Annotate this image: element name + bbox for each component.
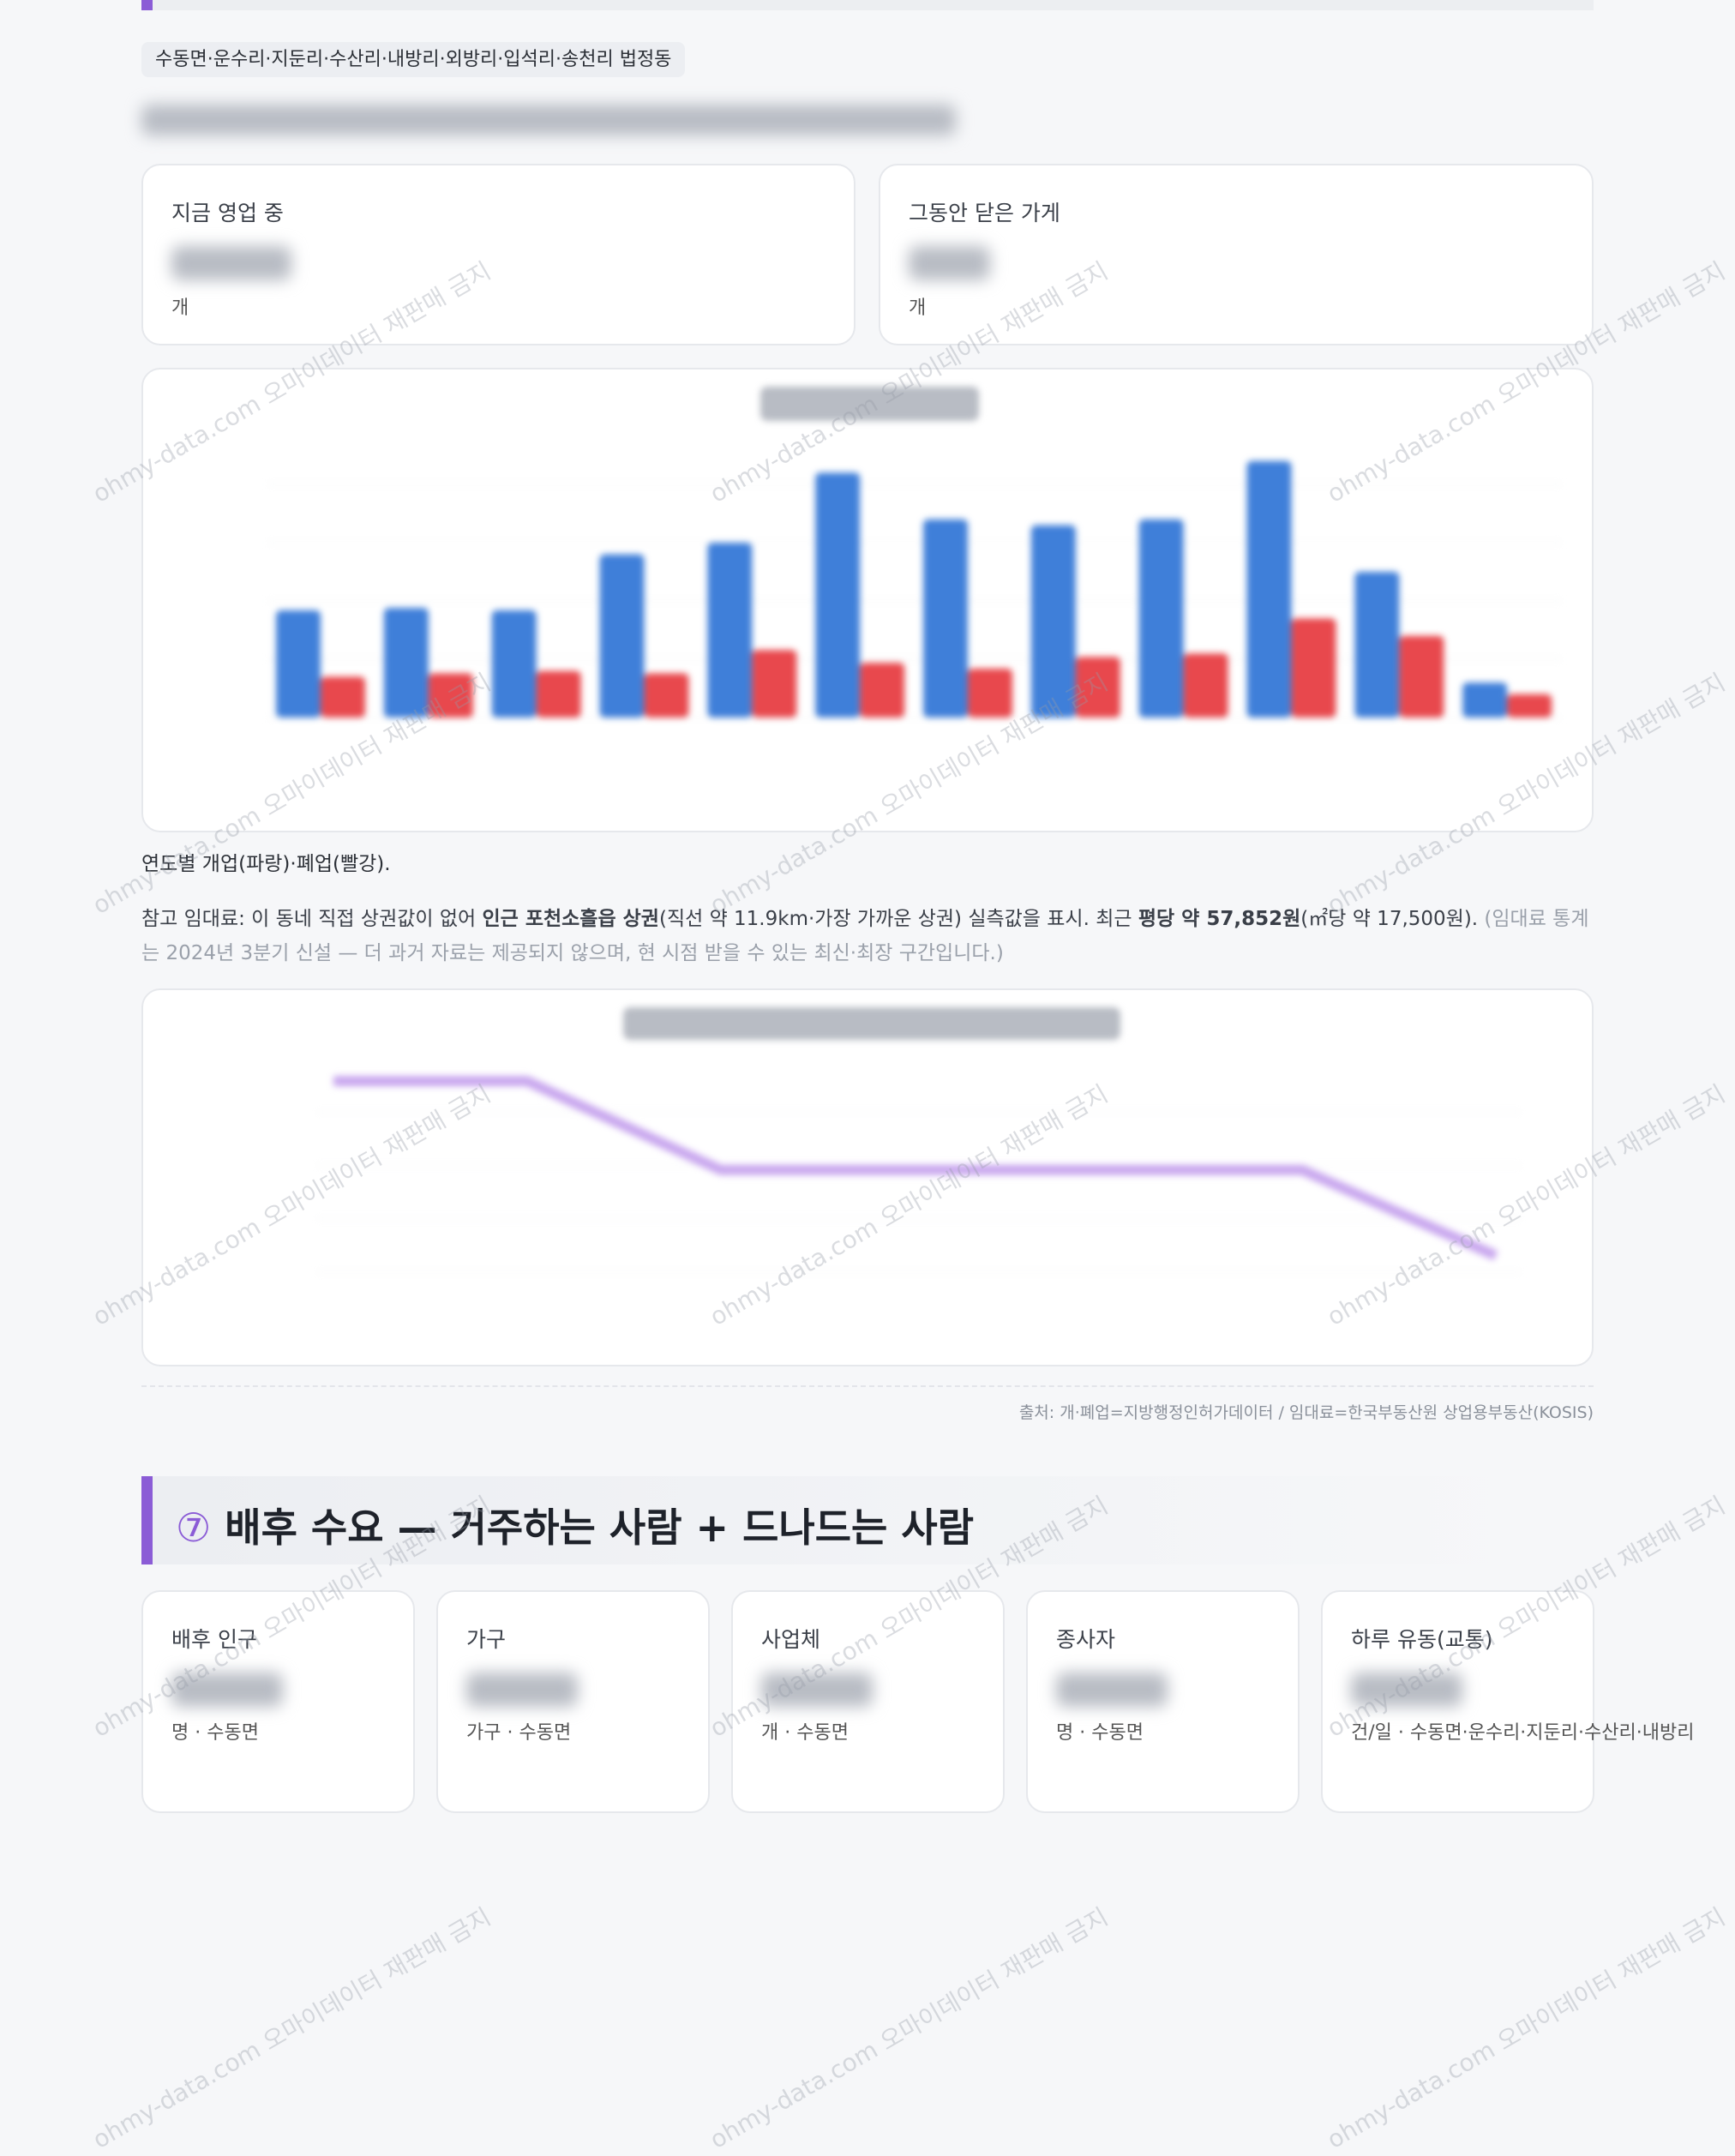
bar (1291, 618, 1336, 718)
watermark: ohmy-data.com 오마이데이터 재판매 금지 (1322, 1902, 1731, 2154)
blurred-title (760, 387, 979, 421)
section-title-text: 배후 수요 — 거주하는 사람 + 드나드는 사람 (225, 1504, 975, 1551)
rent-text: (㎡당 약 17,500원). (1300, 908, 1485, 930)
demand-card: 하루 유동(교통) 건/일 · 수동면·운수리·지둔리·수산리·내방리 (1321, 1590, 1694, 1813)
demand-label: 종사자 (1056, 1627, 1116, 1652)
bar (1399, 635, 1444, 718)
bar (321, 676, 365, 718)
rent-text: 인근 포천소흘읍 상권 (482, 908, 659, 930)
stat-card: 그동안 닫은 가게 개 (879, 164, 1594, 345)
blurred-text (141, 105, 956, 135)
divider (141, 1385, 1594, 1387)
section-header: ⑦ 배후 수요 — 거주하는 사람 + 드나드는 사람 (141, 1476, 1530, 1564)
line-chart (316, 1007, 1522, 1273)
stat-card: 지금 영업 중 개 (141, 164, 855, 345)
bar (1075, 657, 1120, 718)
blurred-value (1351, 1673, 1462, 1707)
bar (815, 472, 861, 718)
demand-sub: 개 · 수동면 (761, 1722, 849, 1744)
demand-sub: 가구 · 수동면 (466, 1722, 572, 1744)
bar (1462, 682, 1508, 718)
bar (707, 543, 753, 718)
rent-note: 참고 임대료: 이 동네 직접 상권값이 없어 인근 포천소흘읍 상권(직선 약… (141, 902, 1594, 970)
bar (1507, 694, 1552, 718)
stat-unit: 개 (909, 297, 927, 319)
bar (536, 670, 581, 718)
chart-card (141, 368, 1594, 832)
bar-chart (267, 387, 1562, 718)
bar (1183, 653, 1228, 718)
bar (644, 673, 689, 718)
watermark: ohmy-data.com 오마이데이터 재판매 금지 (87, 1902, 496, 2154)
region-chip: 수동면·운수리·지둔리·수산리·내방리·외방리·입석리·송천리 법정동 (141, 42, 686, 77)
bar (968, 668, 1012, 718)
bar (428, 673, 473, 718)
bar (1030, 525, 1076, 718)
blurred-value (171, 246, 291, 280)
line (333, 1076, 1498, 1261)
section-accent (141, 1476, 153, 1564)
demand-label: 가구 (466, 1627, 507, 1652)
rent-text: (임대료 통계는 2024년 3분기 신설 — 더 과거 자료는 제공되지 않으… (141, 908, 1589, 964)
demand-sub: 명 · 수동면 (1056, 1722, 1144, 1744)
stat-unit: 개 (171, 297, 189, 319)
bar (1246, 460, 1292, 718)
bar (383, 608, 429, 718)
source: 출처: 개·폐업=지방행정인허가데이터 / 임대료=한국부동산원 상업용부동산(… (1018, 1403, 1594, 1422)
blurred-value (909, 246, 990, 280)
demand-label: 사업체 (761, 1627, 821, 1652)
bar (860, 663, 905, 718)
page: 수동면·운수리·지둔리·수산리·내방리·외방리·입석리·송천리 법정동 지금 영… (87, 0, 1731, 2154)
demand-label: 배후 인구 (171, 1627, 257, 1652)
rent-text: 평당 약 57,852원 (1138, 908, 1301, 930)
bar (752, 650, 797, 718)
blurred-value (466, 1673, 578, 1707)
section-number: ⑦ (176, 1504, 212, 1551)
demand-label: 하루 유동(교통) (1351, 1627, 1493, 1652)
section-title: ⑦ 배후 수요 — 거주하는 사람 + 드나드는 사람 (176, 1497, 974, 1553)
section-accent (141, 0, 153, 10)
blurred-value (1056, 1673, 1168, 1707)
bar (599, 554, 645, 718)
blurred-value (761, 1673, 873, 1707)
rent-text: 참고 임대료: 이 동네 직접 상권값이 없어 (141, 908, 483, 930)
stat-label: 지금 영업 중 (171, 201, 284, 225)
chart-caption: 연도별 개업(파랑)·폐업(빨강). (141, 853, 391, 875)
demand-sub: 명 · 수동면 (171, 1722, 259, 1744)
blurred-title (623, 1007, 1120, 1040)
bar (1354, 572, 1400, 718)
bar (276, 610, 321, 718)
bar (491, 610, 537, 718)
chart-card (141, 988, 1594, 1366)
demand-sub: 건/일 · 수동면·운수리·지둔리·수산리·내방리 (1351, 1722, 1695, 1744)
rent-text: (직선 약 11.9km·가장 가까운 상권) 실측값을 표시. 최근 (658, 908, 1138, 930)
section-bar (141, 0, 1594, 10)
bar (923, 519, 968, 718)
bar (1138, 519, 1184, 718)
stat-label: 그동안 닫은 가게 (909, 201, 1060, 225)
watermark: ohmy-data.com 오마이데이터 재판매 금지 (705, 1902, 1114, 2154)
blurred-value (171, 1673, 283, 1707)
